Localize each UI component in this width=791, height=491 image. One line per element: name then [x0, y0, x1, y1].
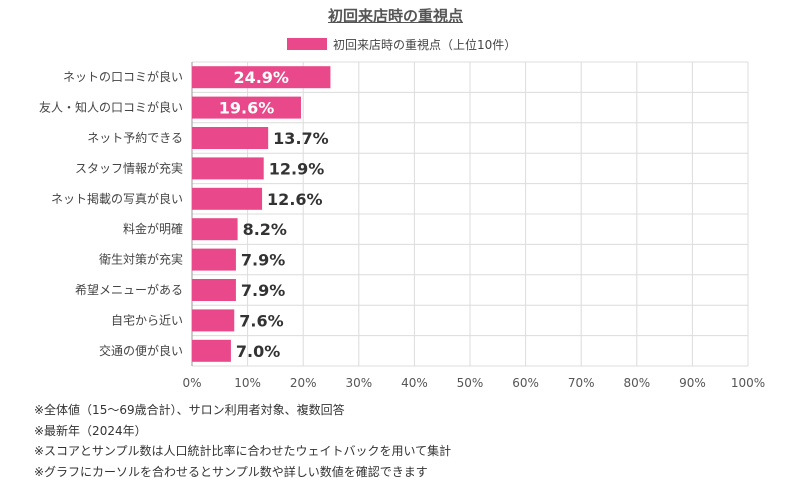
data-label: 24.9%: [233, 68, 289, 87]
bar[interactable]: [192, 157, 264, 180]
x-tick-label: 90%: [679, 376, 706, 390]
category-label: ネット掲載の写真が良い: [51, 191, 183, 206]
bar[interactable]: [192, 339, 231, 362]
x-tick-label: 100%: [731, 376, 765, 390]
x-tick-label: 50%: [457, 376, 484, 390]
legend-swatch[interactable]: [287, 38, 327, 50]
bar[interactable]: [192, 248, 236, 271]
x-tick-label: 80%: [623, 376, 650, 390]
x-tick-label: 10%: [234, 376, 261, 390]
category-label: 友人・知人の口コミが良い: [39, 100, 183, 115]
category-label: 自宅から近い: [111, 312, 183, 327]
category-label: 希望メニューがある: [75, 282, 183, 297]
bar[interactable]: [192, 66, 331, 89]
x-tick-label: 20%: [290, 376, 317, 390]
footnote: ※全体値（15〜69歳合計）、サロン利用者対象、複数回答: [34, 403, 345, 417]
bar[interactable]: [192, 309, 235, 332]
bar[interactable]: [192, 279, 236, 301]
x-tick-label: 70%: [568, 376, 595, 390]
data-label: 8.2%: [243, 220, 287, 239]
category-label: 料金が明確: [123, 221, 183, 236]
category-label: ネットの口コミが良い: [63, 69, 183, 84]
data-label: 7.9%: [241, 251, 285, 270]
footnote: ※最新年（2024年）: [34, 423, 147, 438]
footnote: ※スコアとサンプル数は人口統計比率に合わせたウェイトバックを用いて集計: [34, 444, 452, 458]
category-label: 交通の便が良い: [99, 343, 183, 358]
chart-title: 初回来店時の重視点: [327, 7, 463, 25]
data-label: 7.9%: [241, 281, 285, 300]
category-label: スタッフ情報が充実: [75, 160, 183, 175]
x-tick-label: 30%: [345, 376, 372, 390]
footnote: ※グラフにカーソルを合わせるとサンプル数や詳しい数値を確認できます: [34, 464, 428, 479]
bar[interactable]: [192, 218, 238, 241]
data-label: 12.9%: [269, 159, 325, 178]
data-label: 19.6%: [219, 99, 275, 118]
bar[interactable]: [192, 96, 301, 119]
category-label: ネット予約できる: [87, 130, 183, 145]
data-label: 13.7%: [273, 129, 329, 148]
data-label: 7.6%: [239, 311, 283, 330]
x-tick-label: 0%: [182, 376, 201, 390]
bar[interactable]: [192, 187, 263, 210]
bar[interactable]: [192, 127, 269, 149]
footnotes: ※全体値（15〜69歳合計）、サロン利用者対象、複数回答 ※最新年（2024年）…: [34, 400, 451, 482]
x-tick-label: 40%: [401, 376, 428, 390]
data-label: 7.0%: [236, 342, 280, 361]
legend-label[interactable]: 初回来店時の重視点（上位10件）: [333, 37, 516, 52]
data-label: 12.6%: [267, 190, 323, 209]
bar-chart[interactable]: 初回来店時の重視点（上位10件） 0% 10% 20% 30% 40% 50% 60% 70% 8…: [0, 0, 791, 400]
category-label: 衛生対策が充実: [99, 252, 183, 267]
x-tick-label: 60%: [512, 376, 539, 390]
